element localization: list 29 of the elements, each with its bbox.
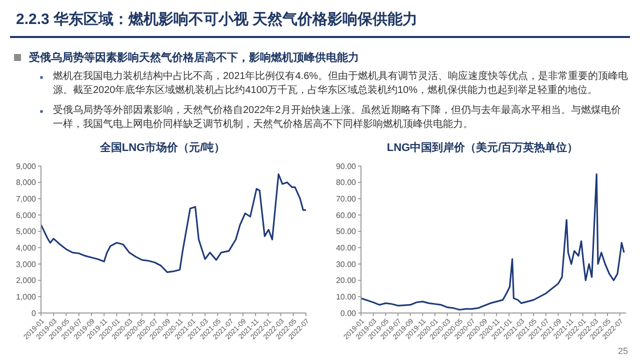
y-tick-label: 1,000	[16, 292, 37, 302]
text: 受俄乌局势等因素影响天然气价格居高不下，影响燃机顶峰供电能力	[29, 50, 359, 65]
text: 燃机在我国电力装机结构中占比不高，2021年比例仅有4.6%。但由于燃机具有调节灵活、响应速度快等优点，是非常重要的顶峰电源。截至2020年底华东区域燃机装机占比约4100万千瓦，占华东区域总装机约10%，燃机保供能力也起到举足轻重的地位。	[53, 70, 630, 98]
y-tick-label: 30.00	[336, 260, 357, 269]
y-tick-label: 4,000	[16, 244, 37, 253]
text: 受俄乌局势等外部因素影响，天然气价格自2022年2月开始快速上涨。虽然近期略有下降，但仍与去年最高水平相当。与燃煤电价一样，我国气电上网电价同样缺乏调节机制，天然气价格居高不下同样影响燃机顶峰供电能力。	[53, 104, 622, 132]
y-tick-label: 3,000	[16, 260, 37, 269]
y-tick-label: 50.00	[336, 227, 357, 236]
y-tick-label: 20.00	[336, 276, 357, 286]
y-tick-label: 0.00	[340, 308, 357, 318]
y-tick-label: 7,000	[16, 194, 37, 204]
y-tick-label: 9,000	[16, 162, 37, 171]
text: 25	[618, 346, 628, 356]
line-series	[41, 173, 306, 273]
y-tick-label: 2,000	[16, 276, 37, 286]
y-tick-label: 60.00	[336, 210, 357, 220]
chart-title: LNG中国到岸价（美元/百万英热单位）	[386, 140, 580, 156]
line-series	[361, 173, 625, 311]
y-tick-label: 6,000	[16, 210, 37, 220]
y-tick-label: 5,000	[16, 227, 37, 236]
chart-title: 全国LNG市场价（元/吨）	[98, 140, 226, 156]
y-tick-label: 70.00	[336, 194, 357, 204]
y-tick-label: 0	[32, 308, 37, 318]
y-tick-label: 80.00	[336, 178, 357, 188]
y-tick-label: 40.00	[336, 244, 357, 253]
y-tick-label: 10.00	[336, 292, 357, 302]
text: 2.2.3 华东区域：燃机影响不可小视 天然气价格影响保供能力	[16, 10, 418, 29]
y-tick-label: 90.00	[336, 162, 357, 171]
y-tick-label: 8,000	[16, 178, 37, 188]
